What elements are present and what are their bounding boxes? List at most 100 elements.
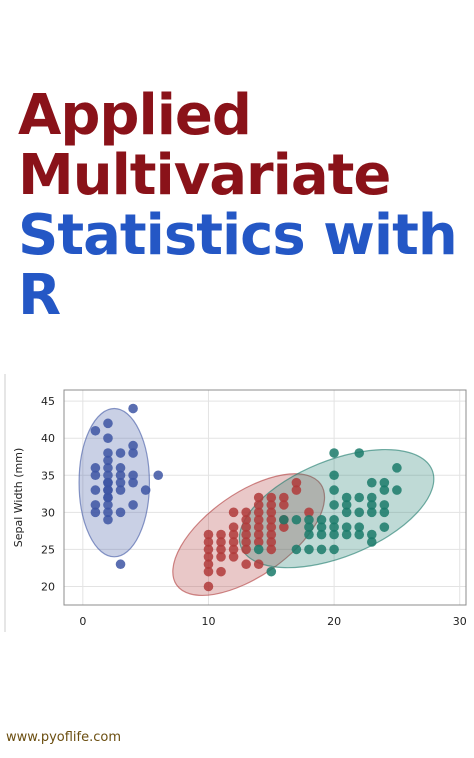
book-title: Applied Multivariate Statistics with R <box>18 83 458 328</box>
chart-tick-labels: 0 10 20 30 20 25 30 35 40 45 <box>41 395 467 628</box>
group-1-point <box>103 470 113 481</box>
group-2-point <box>216 566 226 577</box>
group-2-point <box>253 507 264 518</box>
group-2-point <box>266 544 277 555</box>
group-3-point <box>316 522 327 532</box>
group-1-point <box>90 485 101 495</box>
group-3-point <box>329 500 339 510</box>
group-1-point <box>103 455 113 466</box>
group-2-point <box>216 529 226 540</box>
group-1-point <box>115 463 126 473</box>
group-3-point <box>329 544 339 555</box>
group-1-point <box>103 433 113 443</box>
group-3-point <box>304 529 314 540</box>
y-axis-label: Sepal Width (mm) <box>12 448 25 548</box>
group-1-point <box>128 500 138 510</box>
group-2-point <box>228 522 239 532</box>
group-1-point <box>103 485 113 495</box>
group-3-point <box>316 529 327 540</box>
group-2-point <box>203 581 214 592</box>
plot-frame <box>63 389 467 606</box>
group-1-point <box>90 470 101 481</box>
group-2-point <box>241 529 251 540</box>
group-3-point <box>316 514 327 525</box>
group-2-point <box>241 544 251 555</box>
group-1-point <box>90 507 101 518</box>
group-3-point <box>341 529 352 540</box>
group-3-point <box>291 514 302 525</box>
group-1-point <box>103 448 113 458</box>
group-3-point <box>379 485 390 495</box>
title-line-3: Statistics with <box>18 203 458 268</box>
group-3-point <box>379 507 390 518</box>
group-2-point <box>266 500 277 510</box>
group-2-point <box>253 500 264 510</box>
group-3-point <box>379 477 390 488</box>
group-2-point <box>266 522 277 532</box>
group-3-point <box>366 529 377 540</box>
group-2-point <box>228 537 239 547</box>
group-3-point <box>366 477 377 488</box>
group-2-point <box>279 522 289 532</box>
group-1-point <box>115 477 126 488</box>
group-2-point <box>228 552 239 562</box>
group-2-point <box>241 507 251 518</box>
title-line-1: Applied <box>18 83 252 148</box>
group-3-point <box>329 448 339 458</box>
group-2-point <box>203 537 214 547</box>
group-2-point <box>241 537 251 547</box>
group-1-point <box>103 492 113 503</box>
group-1-point <box>128 477 138 488</box>
group-2-point <box>253 492 264 503</box>
y-tick-label: 40 <box>41 432 55 445</box>
group-3-point <box>304 522 314 532</box>
x-tick-label: 20 <box>327 615 341 628</box>
chart-ellipses <box>78 407 435 597</box>
group-1-point <box>115 448 126 458</box>
group-1-point <box>103 514 113 525</box>
group-3-point <box>354 448 365 458</box>
y-tick-label: 45 <box>41 395 55 408</box>
footer-url: www.pyoflife.com <box>6 730 122 745</box>
group-2-point <box>203 559 214 570</box>
group-1-point <box>140 485 151 495</box>
scatter-chart: 0 10 20 30 20 25 30 35 40 45 Sepal Width (mm) <box>4 374 467 632</box>
group-3-point <box>341 500 352 510</box>
group-2-point <box>291 477 302 488</box>
group-2-point <box>203 544 214 555</box>
group-3-point <box>379 522 390 532</box>
group-3-point <box>392 485 402 495</box>
group-3-point <box>366 500 377 510</box>
group-3-point <box>291 544 302 555</box>
group-1-point <box>128 448 138 458</box>
y-tick-label: 35 <box>41 469 55 482</box>
group-2-point <box>279 492 289 503</box>
group-1-point <box>103 463 113 473</box>
group-3-point <box>329 522 339 532</box>
group-2-point <box>228 507 239 518</box>
group-2-point <box>241 514 251 525</box>
x-tick-label: 10 <box>201 615 215 628</box>
group-3-point <box>316 544 327 555</box>
group-3-point <box>329 470 339 481</box>
group-2-point <box>279 500 289 510</box>
group-3-point <box>266 566 277 577</box>
group-3-point <box>392 463 402 473</box>
group-2-point <box>241 522 251 532</box>
group-1-point <box>90 463 101 473</box>
group-1-ellipse <box>78 407 151 558</box>
group-3-point <box>341 522 352 532</box>
group-3-point <box>354 492 365 503</box>
group-1-point <box>90 500 101 510</box>
group-3-point <box>341 507 352 518</box>
title-line-4: R <box>18 263 61 328</box>
group-2-point <box>253 514 264 525</box>
group-2-point <box>241 559 251 570</box>
x-tick-label: 30 <box>453 615 467 628</box>
group-1-point <box>103 500 113 510</box>
chart-points <box>90 403 402 592</box>
group-2-point <box>203 529 214 540</box>
group-3-point <box>329 514 339 525</box>
group-1-point <box>103 418 113 429</box>
chart-grid <box>64 390 466 605</box>
